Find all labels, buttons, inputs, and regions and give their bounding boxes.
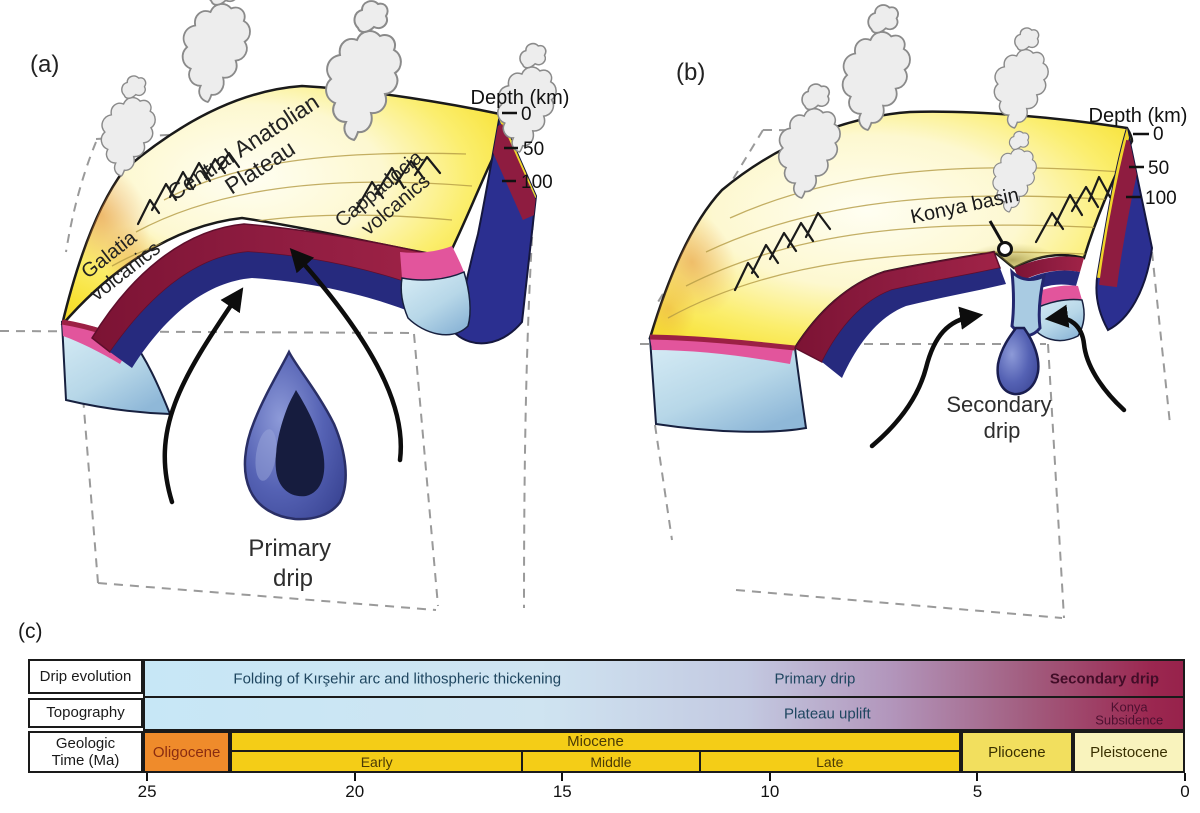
- depth-axis-ticks: [502, 111, 518, 183]
- timeline-segment-label: Secondary drip: [1049, 670, 1160, 687]
- drip-evolution-row: Folding of Kırşehir arc and lithospheric…: [143, 659, 1185, 698]
- depth-tick-100: 100: [521, 172, 553, 193]
- depth-tick-50: 50: [523, 139, 544, 160]
- timeline-panel: (c) Drip evolution Topography Geologic T…: [0, 615, 1200, 813]
- depth-tick-0: 0: [1153, 124, 1164, 145]
- axis-tick-label: 15: [552, 782, 572, 801]
- row-header-text: Drip evolution: [39, 667, 132, 685]
- time-axis: 25 20 15 10 5 0: [138, 773, 1190, 811]
- axis-tick-label: 25: [137, 782, 157, 801]
- side-face-layers-b: [1096, 128, 1144, 288]
- axis-tick-label: 5: [972, 782, 983, 801]
- mantle-flow-arrow: [869, 306, 984, 449]
- basin-crimson-band-right-b: [1014, 256, 1084, 282]
- epoch-cell-miocene: Miocene Early Middle Late: [230, 731, 961, 773]
- row-header-drip-evolution: Drip evolution: [28, 659, 143, 694]
- epoch-cell-pleistocene: Pleistocene: [1072, 731, 1185, 773]
- volcanic-plume-icon: [181, 0, 251, 103]
- volcanic-plume-icon: [841, 4, 911, 131]
- row-header-geologic-time: Geologic Time (Ma): [28, 731, 143, 773]
- axis-tick: [561, 773, 564, 781]
- basin-marker-icon: [997, 241, 1013, 257]
- row-header-text: Time (Ma): [51, 752, 120, 769]
- epoch-name: Pleistocene: [1090, 743, 1168, 761]
- row-header-topography: Topography: [28, 698, 143, 728]
- sub-epoch-cell-late: Late: [698, 752, 959, 771]
- mountain-ridge-icon: [733, 211, 832, 292]
- primary-drip-label: Primary drip: [248, 535, 337, 592]
- axis-tick-label: 20: [345, 782, 365, 801]
- mountain-ridge-icon: [136, 151, 241, 226]
- arch-navy-band-b: [822, 268, 1006, 378]
- axis-tick: [976, 773, 979, 781]
- mantle-flow-arrows-b: [869, 304, 1127, 449]
- depth-axis-title: Depth (km): [471, 87, 570, 109]
- timeline-segment-label: Plateau uplift: [783, 705, 871, 722]
- mantle-flow-arrows-a: [162, 248, 404, 505]
- axis-tick: [1184, 773, 1186, 781]
- depth-tick-0: 0: [521, 104, 532, 125]
- mantle-flow-arrow: [289, 248, 404, 463]
- basin-marker-stem: [988, 220, 1004, 243]
- topography-row: Plateau uplift Konya Subsidence: [143, 698, 1185, 731]
- panel-b: (b) Konya basin Depth (km) 0 50 100 Seco…: [640, 4, 1188, 619]
- secondary-drip-label: Secondary drip: [946, 392, 1057, 443]
- volcanic-plume-icon: [993, 27, 1049, 129]
- epoch-name: Pliocene: [988, 743, 1046, 761]
- secondary-drip-neck: [1010, 267, 1047, 337]
- row-header-text: Geologic: [55, 734, 116, 752]
- depth-tick-50: 50: [1148, 158, 1169, 179]
- timeline-segment-label: Primary drip: [774, 670, 856, 687]
- light-blue-mantle-right-a: [400, 270, 471, 336]
- axis-tick: [146, 773, 149, 781]
- geologic-time-row: Oligocene Miocene Early Middle Late Pliocene P…: [143, 731, 1185, 773]
- epoch-name: Oligocene: [152, 743, 221, 761]
- panel-a: (a) Galatia volcanics Central Anatolian …: [0, 0, 570, 611]
- depth-axis-a: Depth (km) 0 50 100: [471, 87, 570, 193]
- timeline-segment-label: Konya Subsidence: [1095, 698, 1164, 728]
- panel-a-label: (a): [30, 51, 59, 78]
- primary-drip-shape: [243, 349, 347, 521]
- epoch-cell-oligocene: Oligocene: [143, 731, 231, 773]
- sub-epoch-cell-early: Early: [360, 753, 393, 770]
- surface-contours-b: [667, 166, 1123, 319]
- pink-crust-band-right-a: [400, 246, 464, 280]
- axis-tick-label: 10: [760, 782, 780, 801]
- mantle-flow-arrow: [162, 287, 244, 505]
- crimson-edge-left-b: [649, 334, 796, 351]
- depth-axis-title: Depth (km): [1089, 105, 1188, 127]
- secondary-drip-shape: [996, 326, 1040, 396]
- axis-tick: [353, 773, 356, 781]
- arch-navy-band-a: [110, 252, 428, 368]
- depth-tick-100: 100: [1145, 188, 1177, 209]
- axis-tick-label: 0: [1180, 782, 1190, 801]
- mountain-ridge-icon: [1034, 175, 1112, 244]
- block-diagrams: (a) Galatia volcanics Central Anatolian …: [0, 0, 1188, 619]
- panel-b-label: (b): [676, 59, 705, 86]
- panel-c-label: (c): [18, 620, 43, 643]
- sub-epoch-cell-middle: Middle: [521, 752, 699, 771]
- timeline-segment-label: Folding of Kırşehir arc and lithospheric…: [233, 670, 562, 687]
- depth-axis-b: Depth (km) 0 50 100: [1089, 105, 1188, 209]
- epoch-cell-pliocene: Pliocene: [960, 731, 1073, 773]
- axis-tick: [768, 773, 771, 781]
- pink-crust-band-left-b: [650, 338, 793, 364]
- depth-axis-ticks: [1126, 132, 1149, 199]
- row-header-text: Topography: [46, 704, 125, 722]
- epoch-name: Miocene: [567, 733, 624, 750]
- mantle-flow-arrow: [1044, 304, 1127, 413]
- mountain-ridge-icon: [354, 155, 442, 212]
